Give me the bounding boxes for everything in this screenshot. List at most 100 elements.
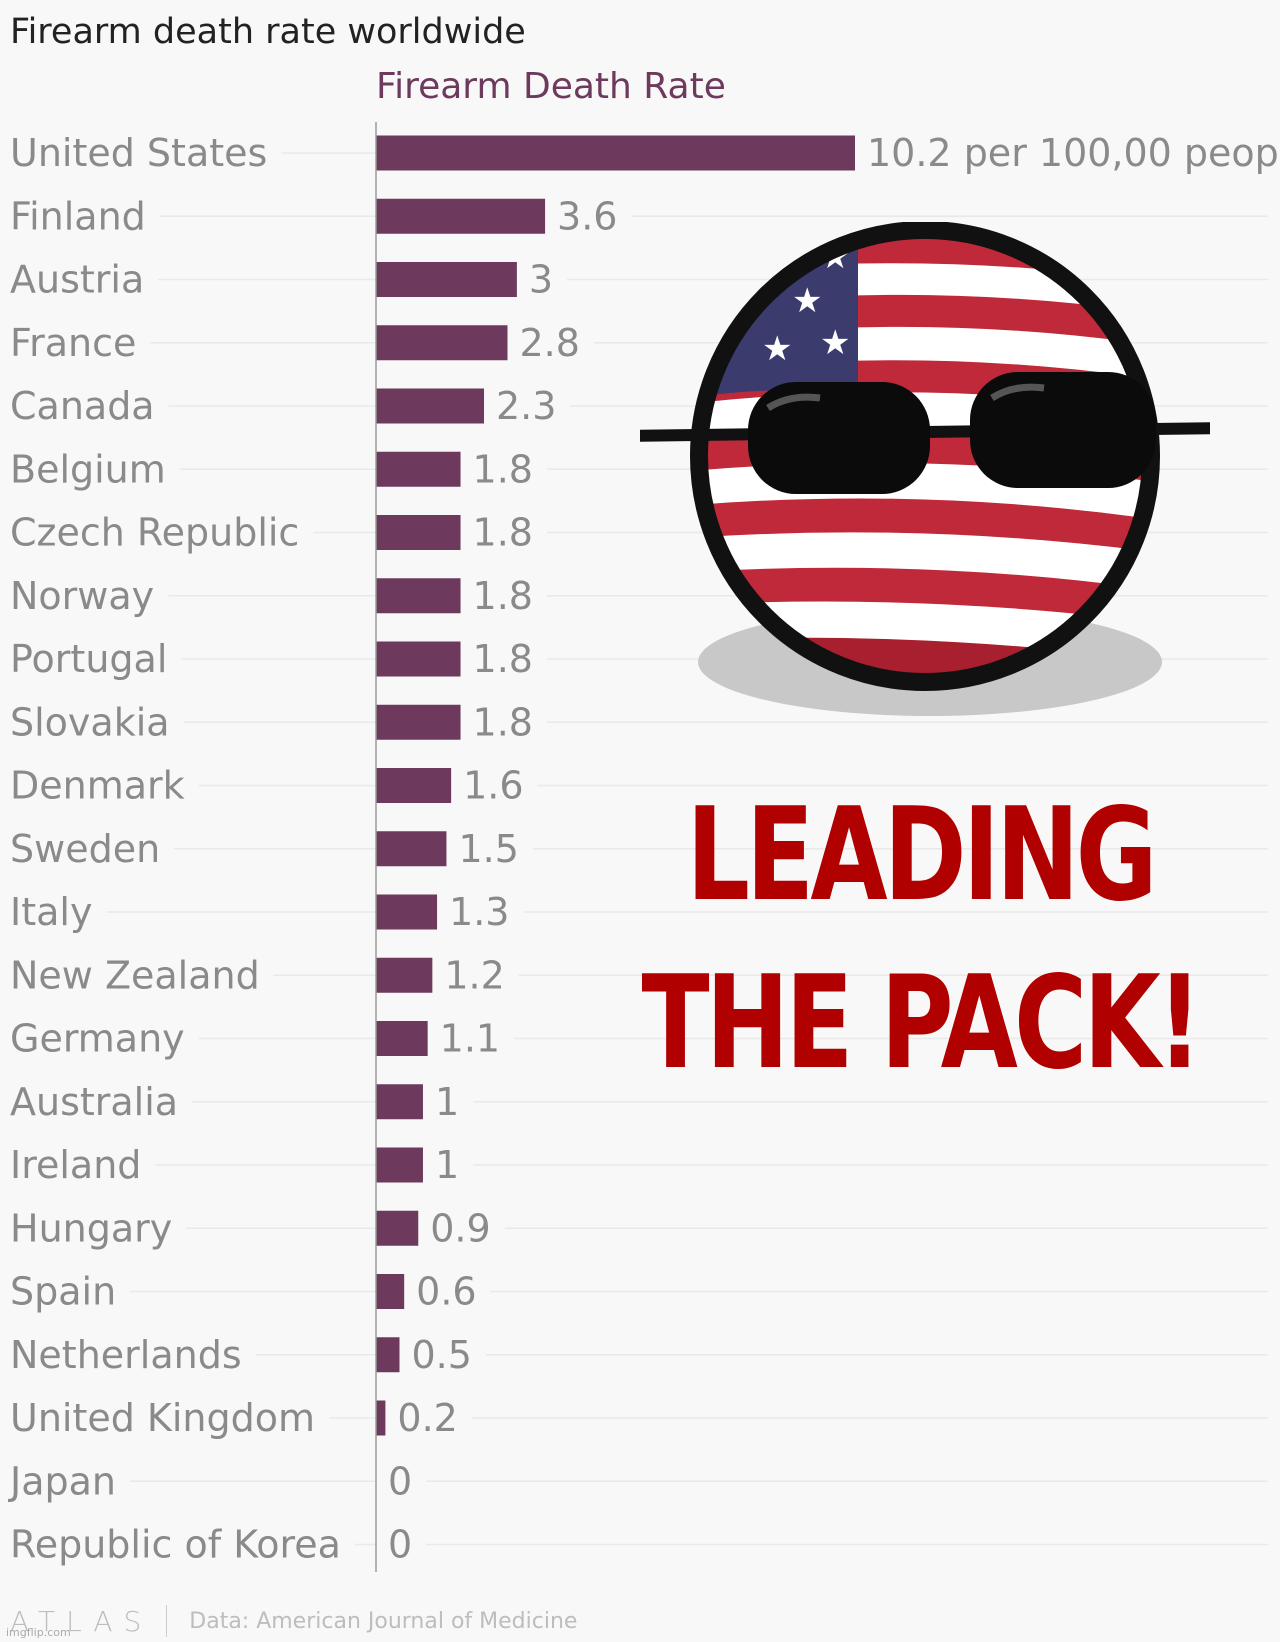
bar (376, 578, 461, 614)
category-label: Norway (10, 574, 154, 618)
bar-row: Spain 0.6 (10, 1270, 1268, 1314)
bar (376, 1337, 400, 1373)
bar (376, 831, 447, 867)
value-label: 1.2 (444, 953, 504, 997)
bar-row: Slovakia 1.8 (10, 700, 1268, 744)
value-label: 1.8 (473, 574, 533, 618)
bar-row: Australia 1 (10, 1080, 1268, 1124)
category-label: Finland (10, 194, 146, 238)
category-label: Australia (10, 1080, 178, 1124)
meme-caption-line-2: THE PACK! (641, 949, 1203, 1098)
value-label: 0.5 (411, 1333, 471, 1377)
bar-row: Denmark 1.6 (10, 764, 1268, 808)
value-label: 2.3 (496, 384, 556, 428)
category-label: Portugal (10, 637, 167, 681)
category-label: Czech Republic (10, 511, 299, 555)
usa-countryball-image: ★ ★ ★ ★ ★ ★ ★ ★ ★ ★ (640, 222, 1210, 716)
value-label: 1.3 (449, 890, 509, 934)
value-label: 1.8 (473, 511, 533, 555)
category-label: Belgium (10, 447, 166, 491)
bar-row: Japan 0 (8, 1459, 1268, 1503)
category-label: Netherlands (10, 1333, 242, 1377)
bar-row: Austria 3 (10, 258, 1268, 302)
value-label: 0 (388, 1523, 412, 1567)
series-header: Firearm Death Rate (376, 66, 726, 107)
bar-row: Finland 3.6 (10, 194, 1268, 238)
bar-row: United States 10.2 per 100,00 people (10, 131, 1280, 175)
bar (376, 1210, 419, 1246)
bar (376, 451, 461, 487)
value-label: 3.6 (557, 194, 617, 238)
bar-row: United Kingdom 0.2 (10, 1396, 1268, 1440)
value-label: 0.9 (430, 1206, 490, 1250)
svg-text:★: ★ (762, 329, 792, 369)
data-source: Data: American Journal of Medicine (189, 1608, 578, 1634)
value-label: 0.2 (397, 1396, 457, 1440)
bar (376, 262, 517, 297)
category-label: Japan (8, 1459, 116, 1503)
svg-text:★: ★ (820, 323, 850, 363)
value-label: 1.8 (473, 447, 533, 491)
value-label: 0 (388, 1459, 412, 1503)
svg-text:★: ★ (700, 251, 730, 291)
bar-row: Norway 1.8 (10, 574, 1268, 618)
bar (376, 894, 438, 930)
bar-chart: United States 10.2 per 100,00 people Finla… (8, 122, 1280, 1572)
bar (376, 1147, 423, 1183)
bar (376, 388, 485, 424)
bar (376, 515, 461, 550)
bar-row: Hungary 0.9 (10, 1206, 1268, 1250)
value-label: 1 (435, 1080, 459, 1124)
category-label: United Kingdom (10, 1396, 315, 1440)
bar (376, 957, 433, 993)
atlas-logo: ATLAS (10, 1604, 153, 1638)
bar-row: Ireland 1 (10, 1143, 1268, 1187)
bar-row: New Zealand 1.2 (10, 953, 1268, 997)
category-label: Italy (10, 890, 92, 934)
bar (376, 1084, 423, 1120)
bar-row: Germany 1.1 (10, 1017, 1268, 1061)
bar (376, 1274, 405, 1309)
bar (376, 768, 452, 803)
category-label: France (10, 321, 136, 365)
category-label: United States (10, 131, 267, 175)
meme-caption-line-1: LEADING (686, 781, 1157, 930)
sunglasses-icon (640, 372, 1210, 494)
category-label: Hungary (10, 1206, 172, 1250)
category-label: Spain (10, 1270, 116, 1314)
category-label: Sweden (10, 827, 160, 871)
bar-row: France 2.8 (10, 321, 1268, 365)
value-label: 3 (529, 258, 553, 302)
bar-row: Sweden 1.5 (10, 827, 1268, 871)
value-label: 1.1 (440, 1017, 500, 1061)
footer: ATLAS Data: American Journal of Medicine (10, 1600, 577, 1642)
value-label: 1.5 (458, 827, 518, 871)
svg-text:★: ★ (670, 295, 700, 335)
category-label: New Zealand (10, 953, 260, 997)
category-label: Republic of Korea (10, 1523, 341, 1567)
watermark: imgflip.com (6, 1626, 71, 1639)
category-label: Austria (10, 258, 144, 302)
chart-title: Firearm death rate worldwide (10, 12, 526, 52)
value-label: 1.8 (473, 637, 533, 681)
category-label: Denmark (10, 764, 185, 808)
value-label: 0.6 (416, 1270, 476, 1314)
category-label: Germany (10, 1017, 185, 1061)
svg-text:★: ★ (792, 281, 822, 321)
bar (376, 641, 461, 677)
bar (376, 1021, 428, 1056)
bar (376, 135, 855, 171)
svg-text:★: ★ (664, 373, 694, 413)
value-label: 1 (435, 1143, 459, 1187)
bar-row: Republic of Korea 0 (10, 1523, 1268, 1567)
value-label: 1.6 (463, 764, 523, 808)
bar (376, 325, 508, 361)
bar (376, 198, 546, 234)
bar-row: Czech Republic 1.8 (10, 511, 1268, 555)
value-label: 2.8 (519, 321, 579, 365)
bar (376, 704, 461, 740)
footer-divider (166, 1605, 168, 1637)
category-label: Ireland (10, 1143, 141, 1187)
category-label: Canada (10, 384, 155, 428)
bar-row: Netherlands 0.5 (10, 1333, 1268, 1377)
